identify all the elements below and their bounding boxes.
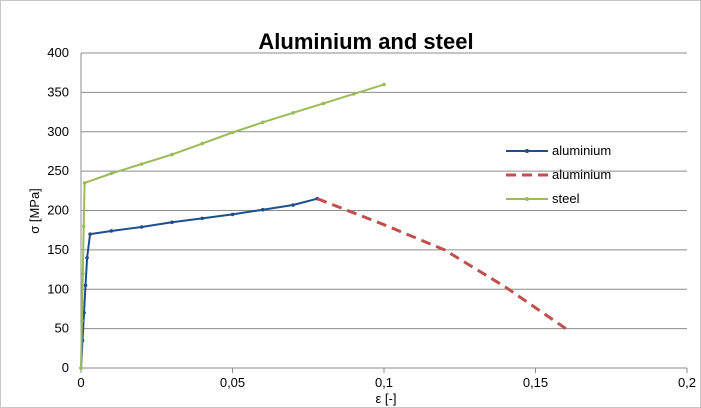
y-tick-label: 400 bbox=[47, 45, 69, 60]
data-point bbox=[81, 224, 86, 229]
data-point bbox=[79, 366, 83, 370]
y-tick-label: 0 bbox=[62, 360, 69, 375]
tick-labels: 0 50 100 150 200 250 300 350 400 0 0,05 0,1 0,15 0,2 bbox=[47, 45, 696, 390]
data-point bbox=[230, 212, 235, 217]
data-point bbox=[139, 225, 144, 229]
data-point bbox=[261, 120, 265, 125]
data-point bbox=[321, 101, 326, 106]
data-point bbox=[82, 311, 86, 315]
data-point bbox=[170, 220, 174, 225]
data-point bbox=[82, 181, 87, 185]
data-point bbox=[139, 162, 144, 166]
legend-marker bbox=[525, 149, 529, 153]
data-point bbox=[109, 229, 114, 233]
y-axis-title: σ [MPa] bbox=[27, 188, 42, 234]
y-tick-label: 350 bbox=[47, 84, 69, 99]
data-point bbox=[81, 271, 85, 276]
gridlines bbox=[81, 52, 687, 330]
data-point bbox=[200, 216, 204, 221]
x-tick-label: 0,05 bbox=[220, 375, 245, 390]
data-point bbox=[382, 82, 386, 87]
data-point bbox=[291, 111, 295, 115]
legend-label: steel bbox=[552, 191, 580, 206]
data-point bbox=[80, 318, 84, 323]
data-point bbox=[88, 232, 92, 236]
data-point bbox=[351, 92, 356, 96]
axes bbox=[80, 53, 688, 373]
chart-title: Aluminium and steel bbox=[258, 29, 473, 54]
data-point bbox=[200, 141, 204, 146]
data-point bbox=[261, 207, 265, 212]
x-tick-label: 0 bbox=[77, 375, 84, 390]
legend-marker bbox=[525, 197, 529, 201]
y-tick-label: 50 bbox=[55, 321, 69, 336]
data-point bbox=[291, 203, 295, 207]
y-tick-label: 100 bbox=[47, 281, 69, 296]
y-tick-label: 250 bbox=[47, 163, 69, 178]
series-line-1 bbox=[316, 197, 567, 330]
series-line-0 bbox=[80, 197, 318, 369]
legend-label: aluminium bbox=[552, 143, 611, 158]
x-tick-label: 0,1 bbox=[375, 375, 393, 390]
data-point bbox=[230, 130, 235, 135]
data-point bbox=[83, 283, 88, 288]
x-axis-title: ε [-] bbox=[376, 391, 397, 406]
x-tick-label: 0,2 bbox=[678, 375, 696, 390]
y-tick-label: 150 bbox=[47, 242, 69, 257]
data-point bbox=[109, 171, 114, 176]
series-line-2 bbox=[80, 83, 385, 369]
legend-label: aluminium bbox=[552, 167, 611, 182]
data-point bbox=[170, 152, 174, 157]
x-tick-label: 0,15 bbox=[523, 375, 548, 390]
y-tick-label: 200 bbox=[47, 203, 69, 218]
y-tick-label: 300 bbox=[47, 124, 69, 139]
series-group bbox=[79, 82, 567, 370]
data-point bbox=[85, 255, 89, 260]
legend: aluminium aluminium steel bbox=[506, 143, 611, 206]
